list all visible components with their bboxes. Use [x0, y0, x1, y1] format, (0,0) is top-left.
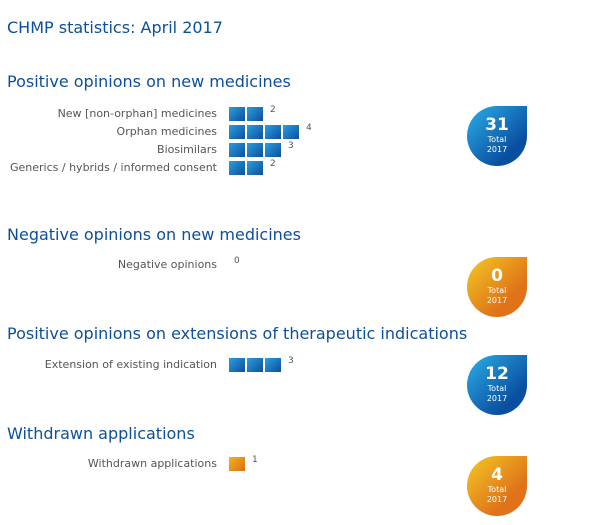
- bar-unit: [247, 125, 263, 139]
- total-label: Total: [487, 286, 507, 295]
- bar-unit: [229, 107, 245, 121]
- data-label: 2: [270, 159, 276, 169]
- category-label: Negative opinions: [117, 258, 217, 271]
- bar-unit: [229, 143, 245, 157]
- section-heading: Negative opinions on new medicines: [7, 225, 301, 244]
- total-value: 31: [485, 115, 509, 135]
- category-label: Orphan medicines: [116, 125, 217, 138]
- total-badge: 12 Total 2017: [467, 355, 527, 415]
- data-label: 0: [234, 256, 240, 266]
- category-label: Withdrawn applications: [87, 457, 217, 470]
- bar-unit: [229, 161, 245, 175]
- category-label: Generics / hybrids / informed consent: [10, 161, 217, 174]
- total-value: 12: [485, 364, 509, 384]
- total-badge: 0 Total 2017: [467, 257, 527, 317]
- bar-unit: [265, 358, 281, 372]
- bar-unit: [229, 358, 245, 372]
- category-label: New [non-orphan] medicines: [57, 107, 217, 120]
- section-heading: Positive opinions on new medicines: [7, 72, 291, 91]
- total-value: 4: [491, 465, 503, 485]
- total-badge: 31 Total 2017: [467, 106, 527, 166]
- data-label: 3: [288, 141, 294, 151]
- page-title: CHMP statistics: April 2017: [7, 18, 223, 37]
- data-label: 4: [306, 123, 312, 133]
- section-heading: Positive opinions on extensions of thera…: [7, 324, 468, 343]
- data-label: 2: [270, 105, 276, 115]
- bar-unit: [247, 358, 263, 372]
- total-year: 2017: [486, 296, 508, 305]
- bar-unit: [265, 143, 281, 157]
- bar-unit: [283, 125, 299, 139]
- section-heading: Withdrawn applications: [7, 424, 195, 443]
- data-label: 3: [288, 356, 294, 366]
- bar-unit: [229, 125, 245, 139]
- bar-unit: [247, 143, 263, 157]
- total-value: 0: [491, 266, 503, 286]
- bar-unit: [229, 457, 245, 471]
- total-badge: 4 Total 2017: [467, 456, 527, 516]
- total-label: Total: [487, 384, 507, 393]
- category-label: Biosimilars: [157, 143, 217, 156]
- bar-unit: [247, 161, 263, 175]
- category-label: Extension of existing indication: [44, 358, 217, 371]
- total-year: 2017: [486, 145, 508, 154]
- total-label: Total: [487, 485, 507, 494]
- bar-unit: [247, 107, 263, 121]
- total-year: 2017: [486, 394, 508, 403]
- total-label: Total: [487, 135, 507, 144]
- total-year: 2017: [486, 495, 508, 504]
- bar-unit: [265, 125, 281, 139]
- data-label: 1: [252, 455, 258, 465]
